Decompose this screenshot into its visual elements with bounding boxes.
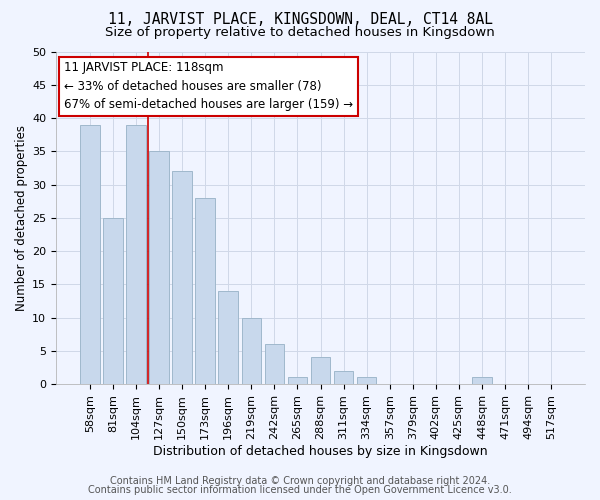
Bar: [311, 358, 331, 384]
Bar: [126, 124, 146, 384]
Y-axis label: Number of detached properties: Number of detached properties: [15, 125, 28, 311]
Bar: [218, 291, 238, 384]
Bar: [103, 218, 123, 384]
Bar: [242, 318, 261, 384]
Bar: [149, 152, 169, 384]
Bar: [172, 171, 192, 384]
Text: Contains HM Land Registry data © Crown copyright and database right 2024.: Contains HM Land Registry data © Crown c…: [110, 476, 490, 486]
Bar: [472, 378, 492, 384]
Text: Contains public sector information licensed under the Open Government Licence v3: Contains public sector information licen…: [88, 485, 512, 495]
Text: 11 JARVIST PLACE: 118sqm
← 33% of detached houses are smaller (78)
67% of semi-d: 11 JARVIST PLACE: 118sqm ← 33% of detach…: [64, 62, 353, 112]
Text: 11, JARVIST PLACE, KINGSDOWN, DEAL, CT14 8AL: 11, JARVIST PLACE, KINGSDOWN, DEAL, CT14…: [107, 12, 493, 28]
X-axis label: Distribution of detached houses by size in Kingsdown: Distribution of detached houses by size …: [153, 444, 488, 458]
Bar: [334, 371, 353, 384]
Bar: [80, 124, 100, 384]
Bar: [265, 344, 284, 384]
Text: Size of property relative to detached houses in Kingsdown: Size of property relative to detached ho…: [105, 26, 495, 39]
Bar: [287, 378, 307, 384]
Bar: [196, 198, 215, 384]
Bar: [357, 378, 376, 384]
